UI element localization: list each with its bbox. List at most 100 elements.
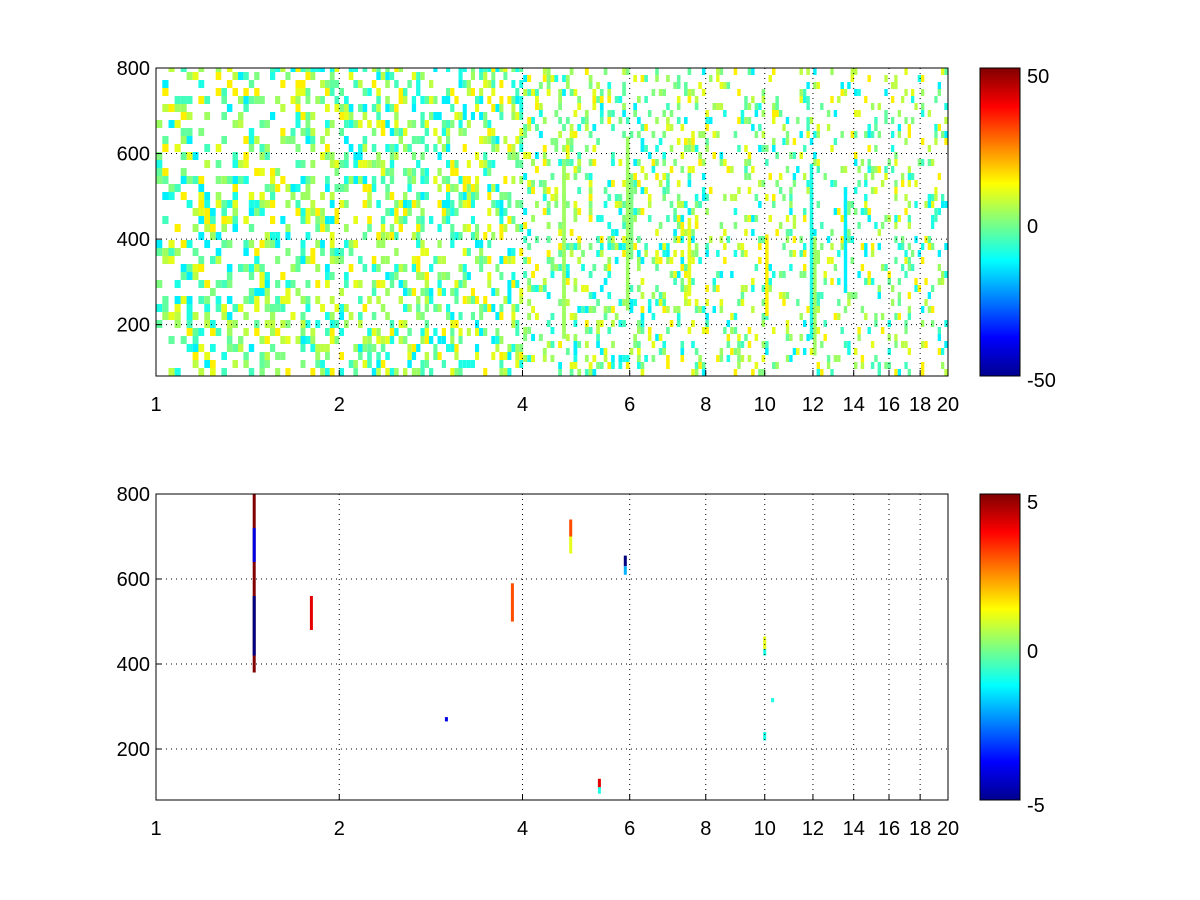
heatmap-cell	[816, 159, 820, 166]
heatmap-cell	[716, 103, 720, 110]
heatmap-cell	[733, 222, 738, 229]
heatmap-cell	[371, 184, 377, 192]
heatmap-cell	[751, 215, 755, 222]
x-tick-label: 12	[802, 394, 824, 416]
heatmap-cell	[709, 236, 713, 243]
heatmap-cell	[694, 306, 699, 313]
heatmap-cell	[684, 285, 688, 292]
heatmap-cell	[792, 215, 797, 222]
heatmap-cell	[523, 152, 528, 159]
heatmap-cell	[622, 131, 626, 138]
heatmap-cell	[837, 250, 841, 257]
heatmap-cell	[569, 124, 574, 131]
heatmap-cell	[499, 208, 504, 216]
heatmap-cell	[705, 110, 709, 117]
heatmap-cell	[210, 216, 216, 224]
heatmap-cell	[362, 344, 368, 352]
heatmap-cell	[300, 216, 306, 224]
heatmap-cell	[429, 288, 434, 296]
heatmap-cell	[523, 208, 528, 215]
heatmap-cell	[353, 344, 358, 352]
heatmap-cell	[647, 334, 652, 341]
heatmap-cell	[658, 334, 663, 341]
heatmap-cell	[174, 304, 181, 312]
heatmap-cell	[462, 272, 467, 280]
heatmap-cell	[847, 348, 851, 355]
heatmap-cell	[921, 306, 925, 313]
heatmap-cell	[785, 131, 790, 138]
heatmap-cell	[744, 173, 748, 180]
heatmap-cell	[785, 292, 790, 299]
heatmap-cell	[611, 320, 615, 327]
heatmap-cell	[499, 68, 504, 72]
heatmap-cell	[394, 152, 399, 160]
heatmap-cell	[470, 68, 475, 72]
heatmap-cell	[226, 344, 233, 352]
heatmap-cell	[614, 96, 619, 103]
heatmap-cell	[511, 80, 516, 88]
heatmap-cell	[376, 68, 381, 72]
heatmap-cell	[446, 272, 451, 280]
heatmap-cell	[694, 103, 699, 110]
heatmap-cell	[221, 208, 227, 216]
heatmap-cell	[264, 144, 270, 152]
heatmap-cell	[723, 110, 727, 117]
heatmap-cell	[389, 280, 395, 288]
heatmap-cell	[479, 68, 484, 72]
y-tick-label: 200	[117, 739, 150, 761]
heatmap-cell	[192, 312, 199, 320]
heatmap-cell	[904, 208, 908, 215]
heatmap-cell	[280, 176, 286, 184]
heatmap-cell	[515, 112, 520, 120]
heatmap-cell	[944, 341, 948, 348]
heatmap-cell	[676, 117, 681, 124]
heatmap-cell	[210, 256, 216, 264]
heatmap-cell	[687, 173, 692, 180]
heatmap-cell	[248, 368, 255, 376]
heatmap-cell	[156, 176, 163, 184]
heatmap-cell	[367, 352, 372, 360]
heatmap-cell	[416, 256, 421, 264]
heatmap-cell	[198, 200, 205, 208]
heatmap-cell	[680, 285, 685, 292]
heatmap-cell	[527, 117, 532, 124]
heatmap-cell	[768, 278, 772, 285]
heatmap-cell	[226, 312, 233, 320]
heatmap-cell	[733, 68, 738, 75]
heatmap-cell	[519, 96, 524, 104]
heatmap-cell	[511, 104, 516, 112]
heatmap-cell	[446, 96, 451, 104]
heatmap-cell	[407, 176, 412, 184]
heatmap-cell	[765, 341, 769, 348]
heatmap-cell	[850, 292, 854, 299]
heatmap-cell	[389, 232, 395, 240]
heatmap-cell	[867, 159, 871, 166]
heatmap-cell	[716, 75, 720, 82]
heatmap-cell	[874, 313, 878, 320]
heatmap-cell	[806, 180, 810, 187]
heatmap-cell	[676, 82, 681, 89]
heatmap-cell	[394, 104, 399, 112]
heatmap-cell	[830, 145, 834, 152]
heatmap-cell	[527, 285, 532, 292]
heatmap-cell	[416, 160, 421, 168]
heatmap-cell	[403, 200, 408, 208]
heatmap-cell	[691, 257, 695, 264]
heatmap-cell	[758, 257, 762, 264]
heatmap-cell	[380, 168, 386, 176]
heatmap-cell	[204, 312, 211, 320]
heatmap-cell	[917, 75, 921, 82]
heatmap-cell	[651, 131, 656, 138]
heatmap-cell	[904, 68, 908, 75]
heatmap-cell	[772, 138, 776, 145]
colorbar-gradient-bottom	[979, 493, 1021, 801]
heatmap-cell	[694, 299, 699, 306]
heatmap-cell	[458, 312, 463, 320]
heatmap-cell	[515, 96, 520, 104]
heatmap-cell	[740, 299, 745, 306]
heatmap-cell	[339, 200, 344, 208]
heatmap-cell	[394, 128, 399, 136]
heatmap-cell	[371, 312, 377, 320]
heatmap-cell	[511, 344, 516, 352]
heatmap-cell	[162, 192, 169, 200]
